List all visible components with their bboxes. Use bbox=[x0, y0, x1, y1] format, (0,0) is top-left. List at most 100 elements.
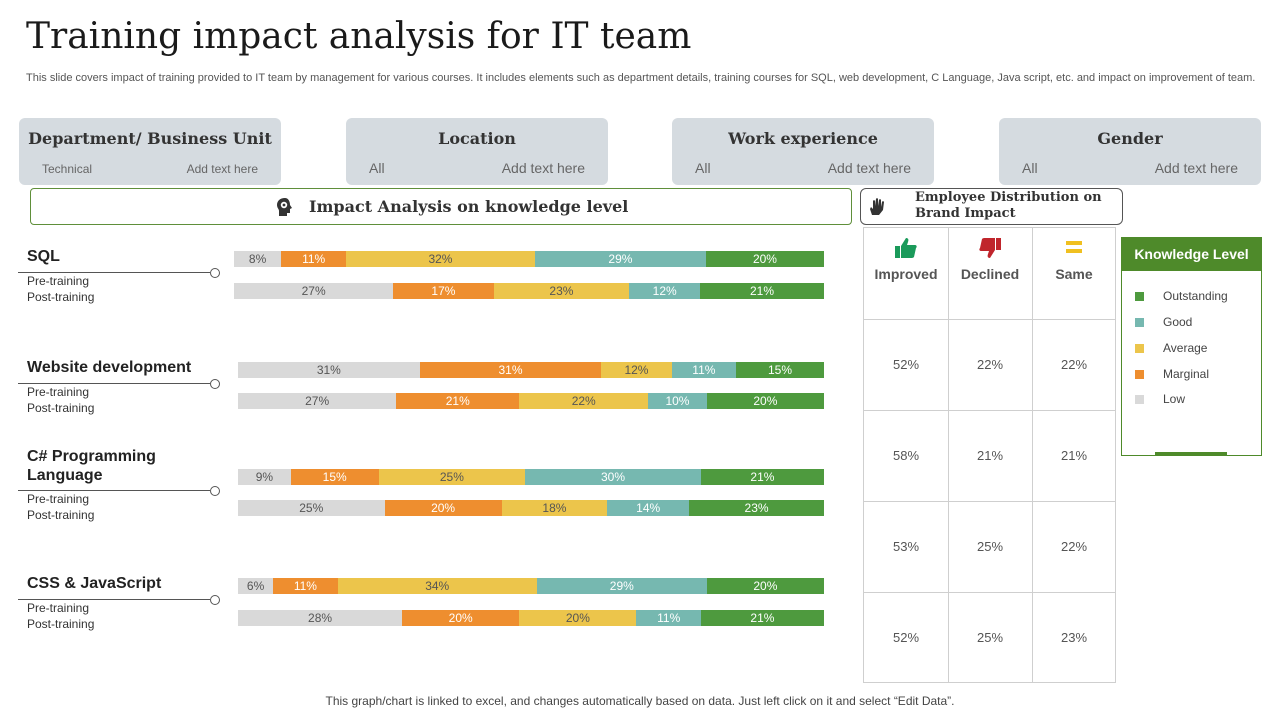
filter-value: All bbox=[369, 160, 385, 176]
course-divider bbox=[18, 490, 210, 491]
bar-segment-good[interactable]: 29% bbox=[534, 251, 706, 267]
bar-segment-marginal[interactable]: 15% bbox=[290, 469, 379, 485]
pre-training-label: Pre-training bbox=[27, 492, 90, 506]
course-divider bbox=[18, 383, 210, 384]
bar-segment-marginal[interactable]: 31% bbox=[419, 362, 602, 378]
filter-placeholder[interactable]: Add text here bbox=[501, 160, 585, 176]
bar-segment-marginal[interactable]: 11% bbox=[281, 251, 347, 267]
bar-segment-average[interactable]: 12% bbox=[601, 362, 672, 378]
bar-segment-good[interactable]: 11% bbox=[671, 362, 737, 378]
stacked-bar[interactable]: 31% 31% 12% 11% 15% bbox=[238, 362, 824, 378]
course-marker bbox=[210, 379, 220, 389]
bar-segment-low[interactable]: 27% bbox=[234, 283, 394, 299]
course-divider bbox=[18, 272, 210, 273]
bar-segment-low[interactable]: 9% bbox=[238, 469, 291, 485]
knowledge-level-legend: Knowledge Level Outstanding Good Average… bbox=[1121, 237, 1262, 456]
bar-segment-good[interactable]: 12% bbox=[629, 283, 701, 299]
bar-segment-outstanding[interactable]: 20% bbox=[706, 393, 824, 409]
hand-icon bbox=[870, 198, 884, 215]
course-marker bbox=[210, 486, 220, 496]
bar-segment-marginal[interactable]: 17% bbox=[393, 283, 494, 299]
bar-segment-outstanding[interactable]: 21% bbox=[700, 610, 824, 626]
post-training-label: Post-training bbox=[27, 401, 95, 415]
distribution-table: Improved Declined Same 52% 22% 22% 58% 2… bbox=[863, 227, 1116, 683]
bar-segment-outstanding[interactable]: 21% bbox=[700, 283, 824, 299]
distribution-title: Employee Distribution on Brand Impact bbox=[915, 190, 1102, 221]
table-row-divider bbox=[864, 501, 1115, 502]
filter-work-experience[interactable]: Work experience All Add text here bbox=[672, 118, 934, 185]
bar-segment-average[interactable]: 32% bbox=[346, 251, 535, 267]
bar-segment-average[interactable]: 18% bbox=[501, 500, 608, 516]
bar-segment-average[interactable]: 22% bbox=[519, 393, 649, 409]
bar-segment-low[interactable]: 6% bbox=[238, 578, 274, 594]
table-cell: 25% bbox=[976, 630, 1004, 645]
bar-segment-outstanding[interactable]: 21% bbox=[700, 469, 824, 485]
filter-title: Location bbox=[438, 129, 516, 148]
table-cell: 58% bbox=[892, 448, 920, 463]
table-col-divider bbox=[948, 228, 949, 682]
table-header-improved: Improved bbox=[864, 228, 948, 319]
legend-swatch bbox=[1135, 344, 1144, 353]
page-subtitle: This slide covers impact of training pro… bbox=[26, 72, 1256, 84]
distribution-header: Employee Distribution on Brand Impact bbox=[860, 188, 1123, 225]
bar-segment-average[interactable]: 34% bbox=[337, 578, 537, 594]
bar-segment-good[interactable]: 11% bbox=[636, 610, 701, 626]
table-header-declined: Declined bbox=[948, 228, 1032, 319]
filter-location[interactable]: Location All Add text here bbox=[346, 118, 608, 185]
filter-placeholder[interactable]: Add text here bbox=[1154, 160, 1238, 176]
stacked-bar[interactable]: 27% 17% 23% 12% 21% bbox=[234, 283, 824, 299]
bar-segment-good[interactable]: 29% bbox=[536, 578, 707, 594]
bar-segment-low[interactable]: 28% bbox=[238, 610, 403, 626]
bar-segment-outstanding[interactable]: 20% bbox=[705, 251, 824, 267]
filter-gender[interactable]: Gender All Add text here bbox=[999, 118, 1261, 185]
legend-swatch bbox=[1135, 395, 1144, 404]
bar-segment-good[interactable]: 14% bbox=[607, 500, 690, 516]
course-name: SQL bbox=[27, 248, 60, 265]
stacked-bar[interactable]: 28% 20% 20% 11% 21% bbox=[238, 610, 824, 626]
table-cell: 21% bbox=[976, 448, 1004, 463]
filter-department[interactable]: Department/ Business Unit Technical Add … bbox=[19, 118, 281, 185]
table-cell: 22% bbox=[1060, 357, 1088, 372]
bar-segment-marginal[interactable]: 11% bbox=[273, 578, 338, 594]
bar-segment-outstanding[interactable]: 23% bbox=[689, 500, 824, 516]
pre-training-label: Pre-training bbox=[27, 601, 90, 615]
course-marker bbox=[210, 268, 220, 278]
table-row-divider bbox=[864, 592, 1115, 593]
bar-segment-marginal[interactable]: 21% bbox=[396, 393, 520, 409]
head-brain-icon bbox=[277, 198, 292, 216]
stacked-bar[interactable]: 27% 21% 22% 10% 20% bbox=[238, 393, 824, 409]
stacked-bar[interactable]: 9% 15% 25% 30% 21% bbox=[238, 469, 824, 485]
filter-placeholder[interactable]: Add text here bbox=[827, 160, 911, 176]
thumbs-down-icon bbox=[979, 238, 1001, 258]
filter-value: All bbox=[1022, 160, 1038, 176]
table-cell: 52% bbox=[892, 630, 920, 645]
bar-segment-low[interactable]: 27% bbox=[238, 393, 397, 409]
bar-segment-outstanding[interactable]: 20% bbox=[706, 578, 824, 594]
bar-segment-low[interactable]: 8% bbox=[234, 251, 282, 267]
stacked-bar[interactable]: 6% 11% 34% 29% 20% bbox=[238, 578, 824, 594]
post-training-label: Post-training bbox=[27, 617, 95, 631]
bar-segment-average[interactable]: 23% bbox=[493, 283, 630, 299]
bar-segment-average[interactable]: 25% bbox=[378, 469, 526, 485]
stacked-bar[interactable]: 8% 11% 32% 29% 20% bbox=[234, 251, 824, 267]
post-training-label: Post-training bbox=[27, 508, 95, 522]
filter-placeholder[interactable]: Add text here bbox=[186, 162, 258, 176]
equals-icon bbox=[1066, 241, 1082, 253]
table-header-same: Same bbox=[1032, 228, 1116, 319]
table-header-label: Same bbox=[1055, 266, 1093, 282]
course-divider bbox=[18, 599, 210, 600]
bar-segment-marginal[interactable]: 20% bbox=[402, 610, 520, 626]
filter-title: Gender bbox=[1097, 129, 1163, 148]
bar-segment-outstanding[interactable]: 15% bbox=[736, 362, 824, 378]
bar-segment-good[interactable]: 10% bbox=[648, 393, 707, 409]
table-row-divider bbox=[864, 410, 1115, 411]
bar-segment-good[interactable]: 30% bbox=[525, 469, 701, 485]
legend-label: Outstanding bbox=[1163, 289, 1228, 303]
bar-segment-low[interactable]: 31% bbox=[238, 362, 420, 378]
bar-segment-marginal[interactable]: 20% bbox=[384, 500, 502, 516]
table-header-label: Declined bbox=[960, 266, 1020, 282]
legend-label: Average bbox=[1163, 341, 1208, 355]
bar-segment-average[interactable]: 20% bbox=[519, 610, 637, 626]
bar-segment-low[interactable]: 25% bbox=[238, 500, 385, 516]
stacked-bar[interactable]: 25% 20% 18% 14% 23% bbox=[238, 500, 824, 516]
